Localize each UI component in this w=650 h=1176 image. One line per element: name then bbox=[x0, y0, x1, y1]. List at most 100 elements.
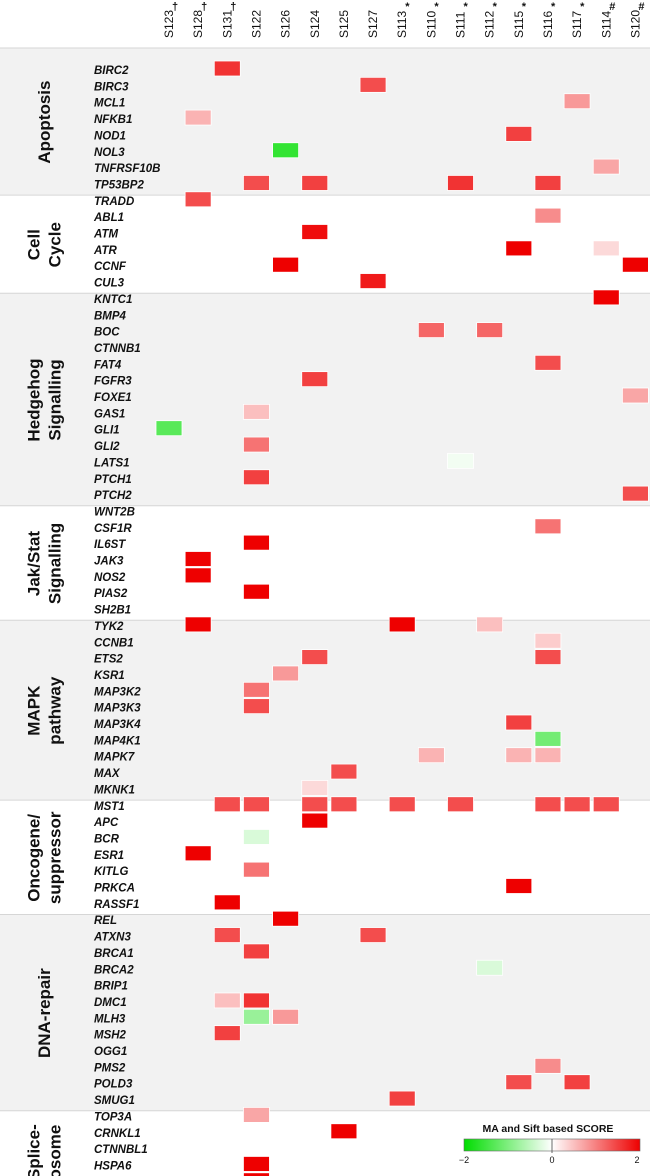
heatmap-cell-csf1r-s116 bbox=[534, 518, 562, 535]
heatmap-cell-boc-s110 bbox=[417, 322, 445, 339]
gene-label-mapk7: MAPK7 bbox=[94, 752, 135, 764]
gene-label-mlh3: MLH3 bbox=[94, 1013, 126, 1025]
heatmap-cell-jak3-s128 bbox=[184, 551, 212, 567]
heatmap-cell-nod1-s115 bbox=[505, 126, 533, 142]
gene-label-hspa6: HSPA6 bbox=[94, 1160, 132, 1172]
heatmap-cell-pold3-s115 bbox=[505, 1074, 533, 1091]
heatmap-cell-ets2-s124 bbox=[301, 649, 329, 665]
heatmap-cell-crnkl1-s125 bbox=[330, 1123, 358, 1140]
gene-label-atxn3: ATXN3 bbox=[93, 932, 131, 944]
heatmap-cell-mst1-s117 bbox=[563, 796, 591, 813]
heatmap-cell-lats1-s111 bbox=[447, 452, 474, 469]
heatmap-cell-mst1-s114 bbox=[592, 796, 620, 813]
heatmap-cell-ccnf-s126 bbox=[272, 256, 300, 273]
gene-label-tp53bp2: TP53BP2 bbox=[94, 179, 144, 191]
heatmap-cells bbox=[155, 60, 649, 1176]
heatmap-cell-mlh3-s122 bbox=[243, 1008, 270, 1025]
heatmap-cell-mknk1-s124 bbox=[301, 780, 329, 796]
sample-mark-s114: # bbox=[609, 1, 615, 13]
heatmap-cell-atr-s114 bbox=[592, 240, 620, 257]
sample-mark-s120: # bbox=[638, 1, 644, 13]
group-label-apoptosis: Apoptosis bbox=[35, 81, 54, 164]
sample-label-s126: S126 bbox=[279, 10, 293, 38]
gene-label-lats1: LATS1 bbox=[94, 457, 130, 469]
heatmap-cell-map3k3-s122 bbox=[243, 698, 270, 715]
heatmap-cell-smug1-s113 bbox=[388, 1090, 416, 1107]
heatmap-cell-ccnf-s120 bbox=[622, 256, 649, 273]
heatmap-cell-kitlg-s122 bbox=[243, 861, 270, 878]
heatmap-cell-cul3-s127 bbox=[359, 273, 387, 289]
heatmap-cell-mapk7-s115 bbox=[505, 747, 533, 764]
gene-label-pms2: PMS2 bbox=[94, 1062, 126, 1074]
sample-header: S123†S128†S131†S122 S126 S124 S125 S127 S113*… bbox=[162, 1, 645, 38]
heatmap-cell-brca2-s112 bbox=[476, 959, 504, 976]
sample-label-s114: S114 bbox=[599, 11, 613, 38]
heatmap-cell-bcr-s122 bbox=[243, 829, 270, 845]
gene-label-prkca: PRKCA bbox=[94, 883, 135, 895]
heatmap-cell-gas1-s122 bbox=[243, 403, 270, 420]
gene-label-birc2: BIRC2 bbox=[94, 65, 129, 77]
gene-label-jak3: JAK3 bbox=[94, 556, 124, 568]
heatmap-cell-il6st-s122 bbox=[243, 534, 270, 551]
gene-label-birc3: BIRC3 bbox=[94, 81, 129, 93]
gene-label-nfkb1: NFKB1 bbox=[94, 114, 132, 126]
sample-label-s112: S112 bbox=[483, 11, 497, 38]
gene-label-nod1: NOD1 bbox=[94, 130, 126, 142]
gene-label-rel: REL bbox=[94, 915, 117, 927]
group-label-cell: Cell bbox=[25, 229, 44, 260]
group-label-dna-repair: DNA-repair bbox=[35, 968, 54, 1058]
gene-label-boc: BOC bbox=[94, 327, 120, 339]
gene-label-tnfrsf10b: TNFRSF10B bbox=[94, 163, 160, 175]
gene-label-ets2: ETS2 bbox=[94, 654, 123, 666]
group-label-osome: osome bbox=[46, 1125, 65, 1176]
gene-label-crnkl1: CRNKL1 bbox=[94, 1128, 141, 1140]
sample-mark-s131: † bbox=[230, 1, 236, 13]
heatmap-cell-abl1-s116 bbox=[534, 207, 562, 224]
gene-label-ogg1: OGG1 bbox=[94, 1046, 127, 1058]
gene-label-gli1: GLI1 bbox=[94, 425, 120, 437]
sample-label-s116: S116 bbox=[541, 11, 555, 38]
heatmap-cell-mapk7-s110 bbox=[417, 747, 445, 764]
heatmap-cell-boc-s112 bbox=[476, 322, 504, 339]
gene-label-kitlg: KITLG bbox=[94, 866, 129, 878]
group-label-suppressor: suppressor bbox=[46, 811, 65, 904]
group-label-signalling: Signalling bbox=[46, 523, 65, 604]
sample-mark-s115: * bbox=[522, 1, 527, 13]
gene-label-esr1: ESR1 bbox=[94, 850, 124, 862]
gene-label-ctnnbl1: CTNNBL1 bbox=[94, 1144, 148, 1156]
heatmap-cell-top3a-s122 bbox=[243, 1107, 270, 1123]
sample-label-s117: S117 bbox=[570, 11, 584, 38]
heatmap-cell-nol3-s126 bbox=[272, 142, 300, 159]
heatmap-cell-tyk2-s128 bbox=[184, 616, 212, 633]
sample-label-s128: S128 bbox=[191, 10, 205, 38]
heatmap-cell-tp53bp2-s122 bbox=[243, 175, 270, 191]
gene-label-cul3: CUL3 bbox=[94, 278, 125, 290]
heatmap-cell-mst1-s125 bbox=[330, 796, 358, 813]
legend-tick-mid: 0 bbox=[549, 1155, 554, 1165]
gene-label-ptch2: PTCH2 bbox=[94, 490, 132, 502]
heatmap-cell-mcl1-s117 bbox=[563, 93, 591, 110]
heatmap-cell-hspa6-s122 bbox=[243, 1156, 270, 1172]
gene-label-tyk2: TYK2 bbox=[94, 621, 124, 633]
gene-label-atm: ATM bbox=[93, 229, 118, 241]
heatmap-cell-atxn3-s131 bbox=[213, 927, 241, 943]
heatmap-cell-fat4-s116 bbox=[534, 354, 562, 371]
group-band-hedgehog-signalling bbox=[0, 293, 650, 507]
heatmap-cell-mst1-s116 bbox=[534, 796, 562, 813]
gene-label-nol3: NOL3 bbox=[94, 147, 125, 159]
color-legend: MA and Sift based SCORE −2 0 2 bbox=[459, 1123, 641, 1165]
group-label-pathway: pathway bbox=[46, 676, 65, 745]
heatmap-cell-mst1-s111 bbox=[447, 796, 474, 813]
heatmap-cell-ptch1-s122 bbox=[243, 469, 270, 486]
gene-label-wnt2b: WNT2B bbox=[94, 506, 135, 518]
heatmap-cell-mlh3-s126 bbox=[272, 1008, 300, 1025]
heatmap-cell-max-s125 bbox=[330, 763, 358, 780]
heatmap-cell-gli2-s122 bbox=[243, 436, 270, 453]
legend-title: MA and Sift based SCORE bbox=[483, 1123, 614, 1135]
gene-label-abl1: ABL1 bbox=[93, 212, 124, 224]
heatmap-cell-brca1-s122 bbox=[243, 943, 270, 960]
gene-label-gli2: GLI2 bbox=[94, 441, 120, 453]
legend-tick-min: −2 bbox=[459, 1155, 469, 1165]
sample-label-s124: S124 bbox=[308, 10, 322, 38]
